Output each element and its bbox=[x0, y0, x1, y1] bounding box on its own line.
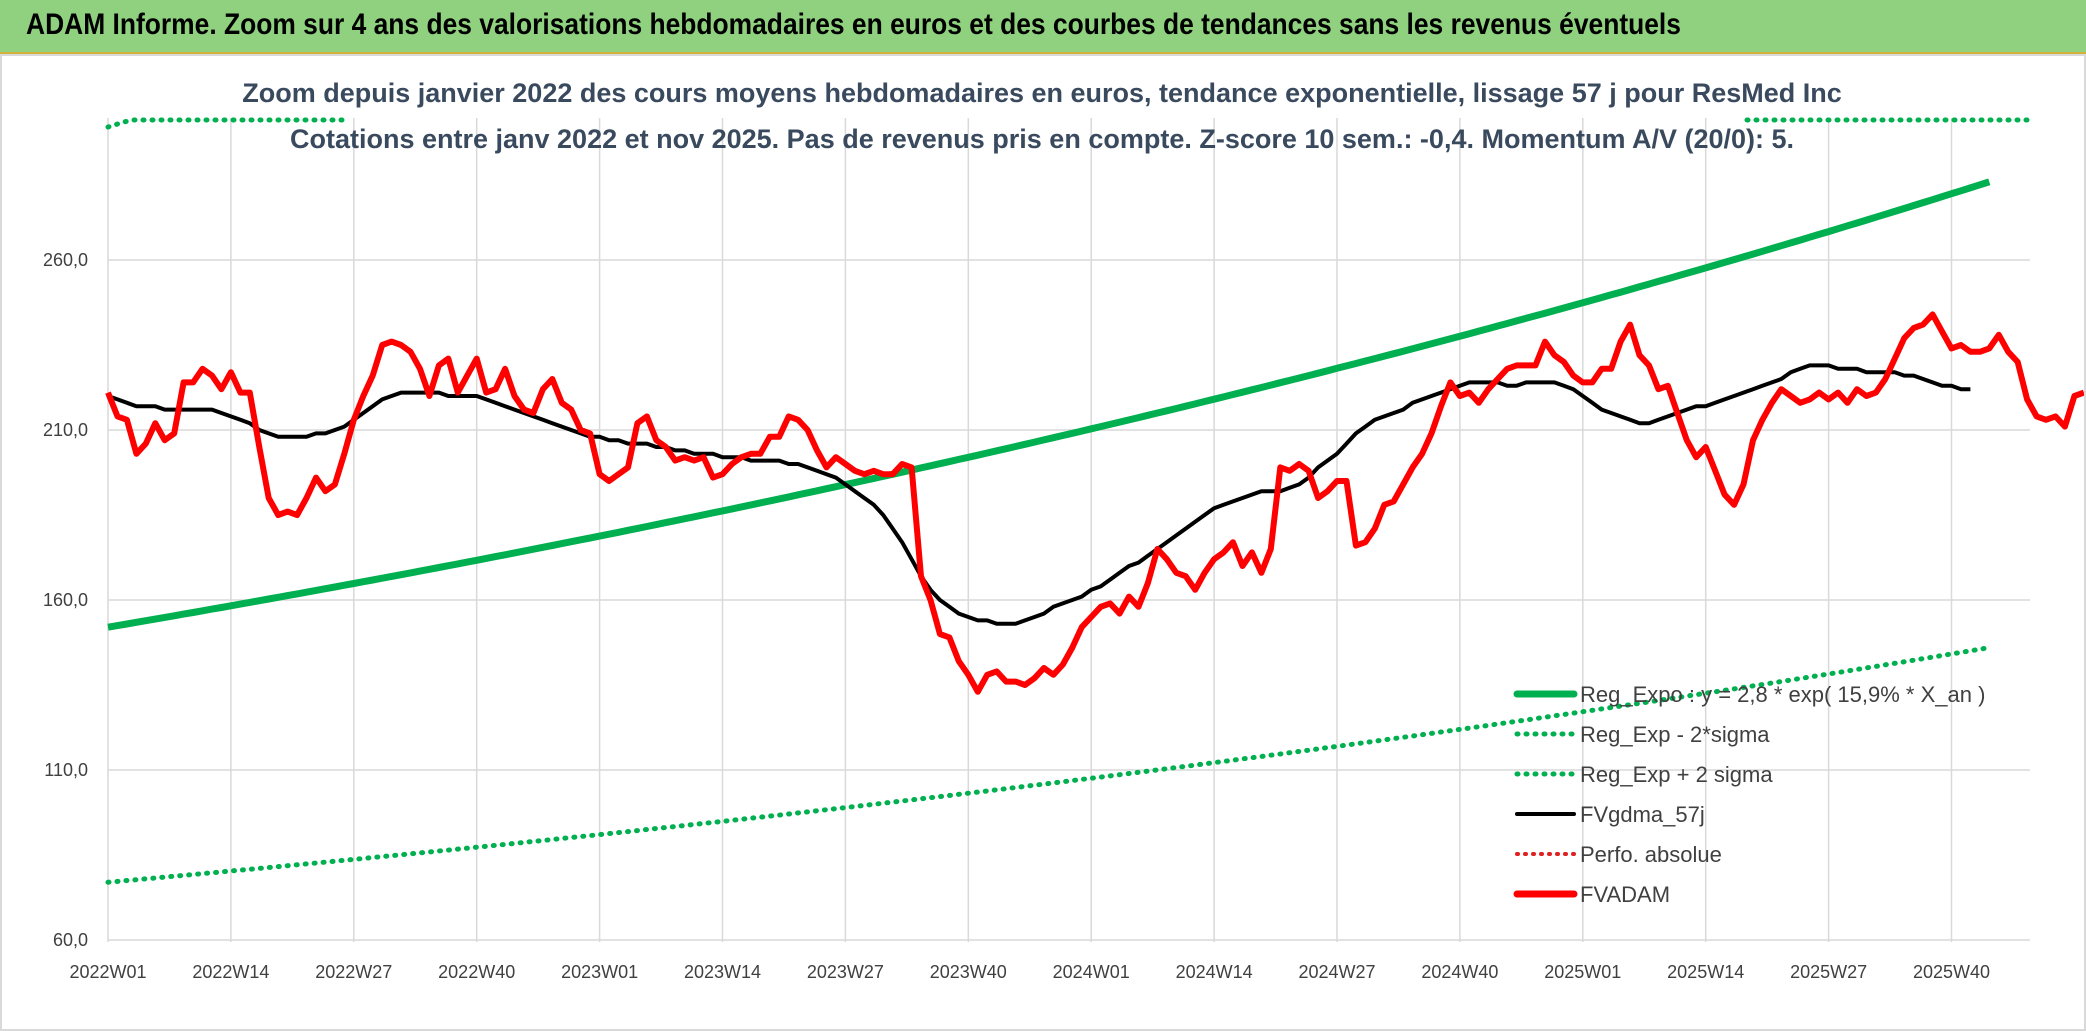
legend-label-perfo: Perfo. absolue bbox=[1580, 842, 1722, 867]
x-tick-label: 2022W14 bbox=[192, 962, 269, 982]
y-tick-label: 110,0 bbox=[44, 760, 88, 780]
series-fvadam bbox=[105, 311, 2084, 695]
legend-label-fvgdma: FVgdma_57j bbox=[1580, 802, 1705, 827]
x-tick-label: 2025W40 bbox=[1913, 962, 1990, 982]
y-tick-label: 160,0 bbox=[43, 590, 88, 610]
chart-subtitle: Cotations entre janv 2022 et nov 2025. P… bbox=[290, 124, 1794, 154]
axis-ticks: 60,0 110,0 160,0 210,0 260,0 2022W01 2022W14 20… bbox=[43, 250, 1990, 982]
series-fvgdma-57j bbox=[107, 363, 1971, 626]
x-tick-label: 2024W01 bbox=[1053, 962, 1130, 982]
x-tick-label: 2023W40 bbox=[930, 962, 1007, 982]
x-tick-label: 2024W27 bbox=[1298, 962, 1375, 982]
x-tick-label: 2023W14 bbox=[684, 962, 761, 982]
line-chart: 60,0 110,0 160,0 210,0 260,0 2022W01 2022W14 20… bbox=[43, 78, 2084, 982]
x-tick-label: 2022W40 bbox=[438, 962, 515, 982]
series-reg-expo bbox=[107, 178, 1991, 631]
x-tick-label: 2024W40 bbox=[1421, 962, 1498, 982]
title-bar: ADAM Informe. Zoom sur 4 ans des valoris… bbox=[0, 0, 2086, 54]
x-tick-label: 2023W27 bbox=[807, 962, 884, 982]
x-tick-label: 2025W27 bbox=[1790, 962, 1867, 982]
y-tick-label: 60,0 bbox=[53, 930, 88, 950]
legend-label-reg-exp-minus: Reg_Exp - 2*sigma bbox=[1580, 722, 1770, 747]
chart-title: Zoom depuis janvier 2022 des cours moyen… bbox=[242, 78, 1842, 108]
x-tick-label: 2022W27 bbox=[315, 962, 392, 982]
series-reg-exp-plus-2-sigma bbox=[105, 117, 345, 130]
legend-label-reg-exp-plus: Reg_Exp + 2 sigma bbox=[1580, 762, 1773, 787]
series-layer bbox=[105, 117, 2084, 885]
chart-frame: 60,0 110,0 160,0 210,0 260,0 2022W01 2022W14 20… bbox=[0, 54, 2086, 1031]
legend-label-fvadam: FVADAM bbox=[1580, 882, 1670, 907]
legend: Reg_Expo : y = 2,8 * exp( 15,9% * X_an )… bbox=[1513, 682, 1985, 907]
x-tick-label: 2024W14 bbox=[1176, 962, 1253, 982]
page-title: ADAM Informe. Zoom sur 4 ans des valoris… bbox=[26, 8, 1681, 41]
x-tick-label: 2022W01 bbox=[69, 962, 146, 982]
grid-lines bbox=[107, 118, 2030, 942]
x-tick-label: 2025W01 bbox=[1544, 962, 1621, 982]
y-tick-label: 260,0 bbox=[43, 250, 88, 270]
series-reg-exp-minus-2-sigma bbox=[105, 645, 1992, 885]
x-tick-label: 2025W14 bbox=[1667, 962, 1744, 982]
legend-label-reg-expo: Reg_Expo : y = 2,8 * exp( 15,9% * X_an ) bbox=[1580, 682, 1985, 707]
x-tick-label: 2023W01 bbox=[561, 962, 638, 982]
y-tick-label: 210,0 bbox=[43, 420, 88, 440]
